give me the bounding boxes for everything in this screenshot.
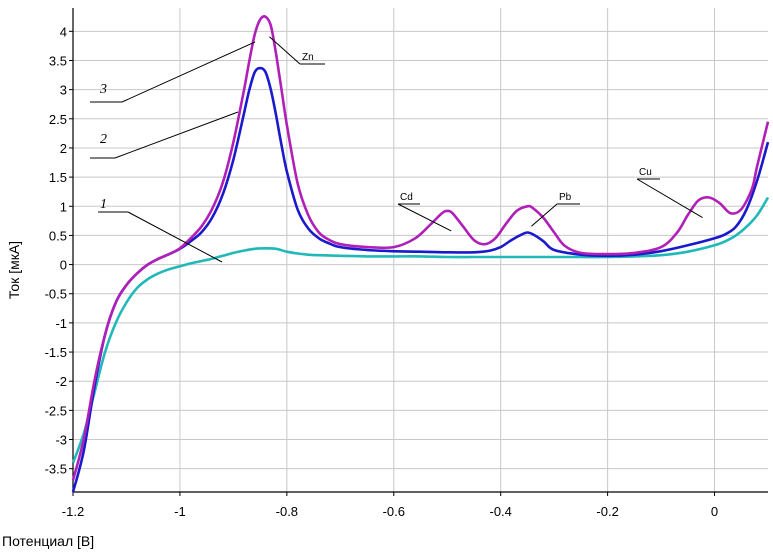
y-tick-label: 4 [60, 24, 67, 39]
y-tick-label: -0.5 [45, 287, 67, 302]
curve-number-3: 3 [99, 82, 107, 97]
curve-number-leader-3 [121, 41, 256, 103]
annotation-label-cu: Cu [639, 167, 652, 178]
curve-number-1: 1 [100, 197, 107, 212]
annotations-group: Zn Cd Pb Cu [269, 36, 703, 232]
y-tick-label: -3.5 [45, 462, 67, 477]
series-line-2 [71, 66, 770, 493]
x-tick-labels: -1.2 -1 -0.8 -0.6 -0.4 -0.2 0 [62, 492, 718, 519]
x-tick-label: -0.2 [596, 504, 618, 519]
y-tick-label: 3.5 [49, 53, 67, 68]
y-tick-label: -1 [55, 316, 67, 331]
y-axis-title: Ток [мкА] [6, 241, 22, 299]
series-group [71, 15, 770, 493]
grid-lines [73, 8, 768, 492]
y-tick-labels: -3.5 -3 -2.5 -2 -1.5 -1 -0.5 0 0.5 1 1.5 2 2.5 3 3.5 4 [45, 24, 73, 477]
curve-number-2: 2 [100, 132, 107, 147]
curve-number-leader-2 [114, 111, 239, 159]
x-tick-label: -0.6 [383, 504, 405, 519]
y-tick-label: 3 [60, 83, 67, 98]
annotation-label-pb: Pb [559, 192, 572, 203]
annotation-leader-pb [531, 203, 558, 227]
y-tick-label: 1.5 [49, 170, 67, 185]
x-tick-label: 0 [711, 504, 718, 519]
plot-frame [72, 8, 768, 493]
y-tick-label: 2.5 [49, 112, 67, 127]
curve-labels-group: 1 2 3 [90, 41, 256, 263]
annotation-leader-cu [636, 178, 703, 218]
x-tick-label: -1 [174, 504, 186, 519]
y-tick-label: -2 [55, 374, 67, 389]
annotation-leader-zn [269, 36, 301, 65]
y-tick-label: 2 [60, 141, 67, 156]
series-line-1 [71, 196, 770, 464]
y-tick-label: -1.5 [45, 345, 67, 360]
annotation-label-cd: Cd [400, 192, 413, 203]
y-tick-label: -2.5 [45, 403, 67, 418]
y-tick-label: 0 [60, 258, 67, 273]
x-tick-label: -0.8 [276, 504, 298, 519]
annotation-label-zn: Zn [302, 52, 314, 63]
x-tick-label: -1.2 [62, 504, 84, 519]
series-line-3 [71, 15, 770, 481]
y-tick-label: 1 [60, 199, 67, 214]
x-axis-title: Потенциал [В] [2, 533, 94, 549]
annotation-leader-cd [397, 203, 452, 232]
x-tick-label: -0.4 [489, 504, 511, 519]
y-tick-label: -3 [55, 433, 67, 448]
y-tick-label: 0.5 [49, 228, 67, 243]
curve-number-leader-1 [127, 211, 223, 263]
